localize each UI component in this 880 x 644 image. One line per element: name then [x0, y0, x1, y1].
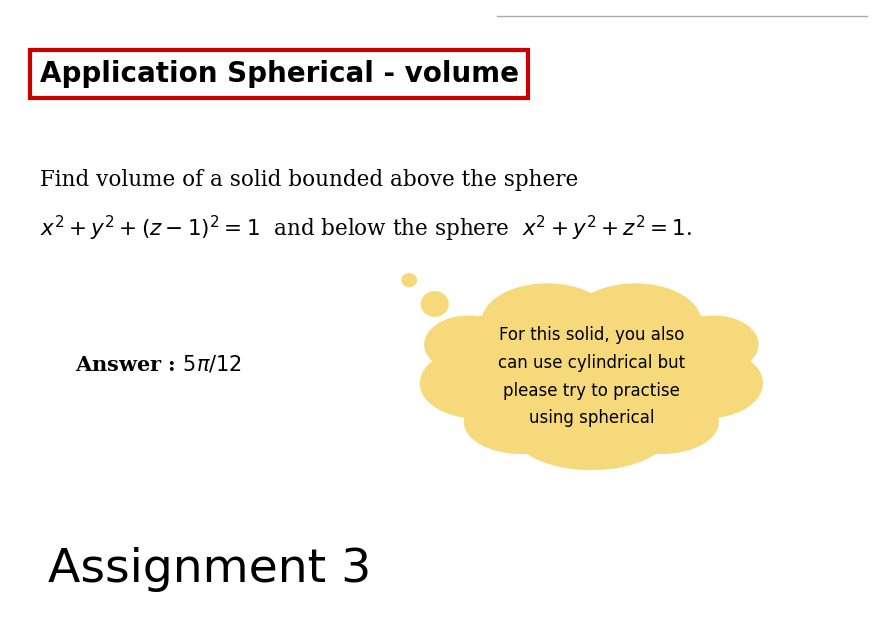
- Ellipse shape: [671, 316, 759, 374]
- Ellipse shape: [420, 348, 534, 419]
- Ellipse shape: [605, 390, 719, 454]
- Ellipse shape: [401, 273, 417, 287]
- Text: Assignment 3: Assignment 3: [48, 547, 371, 592]
- Ellipse shape: [421, 291, 449, 317]
- Ellipse shape: [512, 393, 671, 470]
- Text: Application Spherical - volume: Application Spherical - volume: [40, 60, 518, 88]
- Ellipse shape: [569, 283, 701, 361]
- Ellipse shape: [649, 348, 763, 419]
- Ellipse shape: [464, 390, 578, 454]
- Text: Answer : $5\pi/12$: Answer : $5\pi/12$: [75, 354, 242, 374]
- Text: For this solid, you also
can use cylindrical but
please try to practise
using sp: For this solid, you also can use cylindr…: [498, 326, 685, 428]
- Text: Find volume of a solid bounded above the sphere: Find volume of a solid bounded above the…: [40, 169, 578, 191]
- Ellipse shape: [468, 306, 715, 448]
- Ellipse shape: [424, 316, 512, 374]
- Ellipse shape: [605, 312, 745, 402]
- Ellipse shape: [437, 312, 578, 402]
- Text: $x^2+y^2+(z-1)^2=1$  and below the sphere  $x^2+y^2+z^2=1$.: $x^2+y^2+(z-1)^2=1$ and below the sphere…: [40, 214, 692, 243]
- Ellipse shape: [481, 283, 613, 361]
